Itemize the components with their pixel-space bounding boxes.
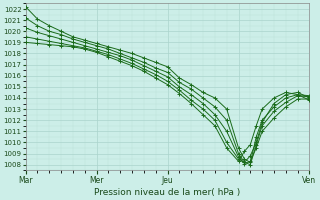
X-axis label: Pression niveau de la mer( hPa ): Pression niveau de la mer( hPa ) [94,188,241,197]
